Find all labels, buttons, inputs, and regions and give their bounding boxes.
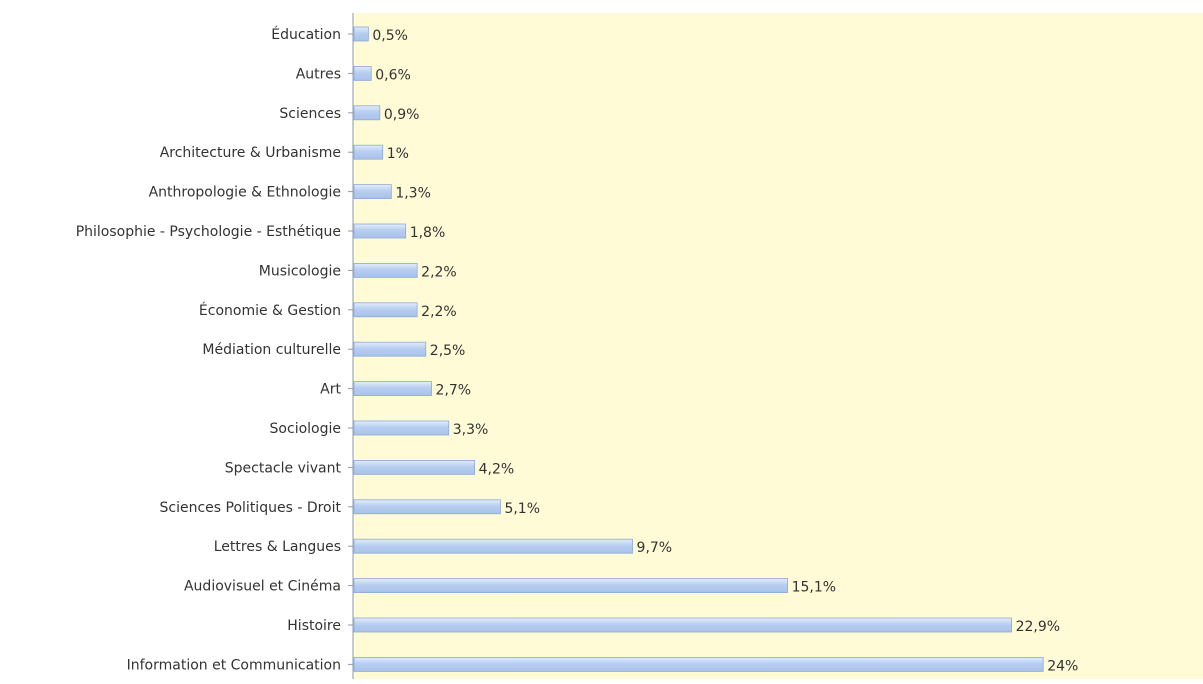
plot-area (353, 13, 1203, 679)
value-label: 2,5% (430, 343, 466, 359)
bar (353, 302, 418, 318)
bar (353, 184, 392, 200)
value-label: 1,8% (410, 225, 446, 241)
category-label: Audiovisuel et Cinéma (184, 579, 341, 595)
bar (353, 144, 384, 160)
category-label: Autres (296, 66, 341, 82)
value-label: 0,5% (372, 28, 408, 44)
category-label: Sociologie (270, 421, 341, 437)
category-labels: Éducation Autres Sciences Architecture & Ur… (76, 26, 353, 673)
bar (353, 617, 1013, 633)
category-label: Éducation (271, 26, 341, 43)
category-label: Anthropologie & Ethnologie (149, 185, 341, 201)
bar (353, 26, 369, 42)
category-label: Information et Communication (127, 657, 341, 673)
bar (353, 578, 789, 593)
category-label: Art (320, 382, 341, 398)
value-label: 0,9% (384, 107, 420, 123)
category-label: Lettres & Langues (214, 539, 341, 555)
bar (353, 105, 381, 121)
value-label: 24% (1047, 658, 1078, 674)
bar (353, 262, 418, 278)
category-label: Sciences Politiques - Droit (160, 500, 342, 516)
bar (353, 341, 427, 357)
category-label: Médiation culturelle (202, 342, 341, 358)
value-label: 4,2% (479, 461, 515, 477)
bar (353, 420, 450, 436)
category-label: Économie & Gestion (199, 302, 341, 319)
bar (353, 223, 407, 239)
value-label: 9,7% (637, 540, 673, 556)
bar (353, 459, 476, 475)
value-label: 22,9% (1016, 619, 1060, 635)
value-label: 0,6% (375, 67, 411, 83)
category-label: Philosophie - Psychologie - Esthétique (76, 224, 341, 240)
value-labels: 0,5% 0,6% 0,9% 1% 1,3% 1,8% 2,2% 2,2% 2,5% 2,7% 3,… (372, 28, 1078, 674)
category-label: Sciences (279, 106, 341, 122)
value-label: 2,2% (421, 304, 457, 320)
bar (353, 381, 432, 397)
value-label: 2,2% (421, 264, 457, 280)
bars (353, 26, 1044, 672)
category-label: Histoire (287, 618, 341, 634)
value-label: 15,1% (792, 580, 836, 596)
value-label: 5,1% (504, 501, 540, 517)
value-label: 2,7% (436, 383, 472, 399)
category-label: Spectacle vivant (225, 460, 342, 476)
bar (353, 538, 633, 554)
bar (353, 657, 1044, 672)
value-label: 1% (387, 146, 409, 162)
category-label: Architecture & Urbanisme (160, 145, 341, 161)
value-label: 1,3% (395, 186, 431, 202)
category-label: Musicologie (259, 263, 341, 279)
bar (353, 66, 372, 81)
value-label: 3,3% (453, 422, 489, 438)
bar (353, 499, 501, 515)
